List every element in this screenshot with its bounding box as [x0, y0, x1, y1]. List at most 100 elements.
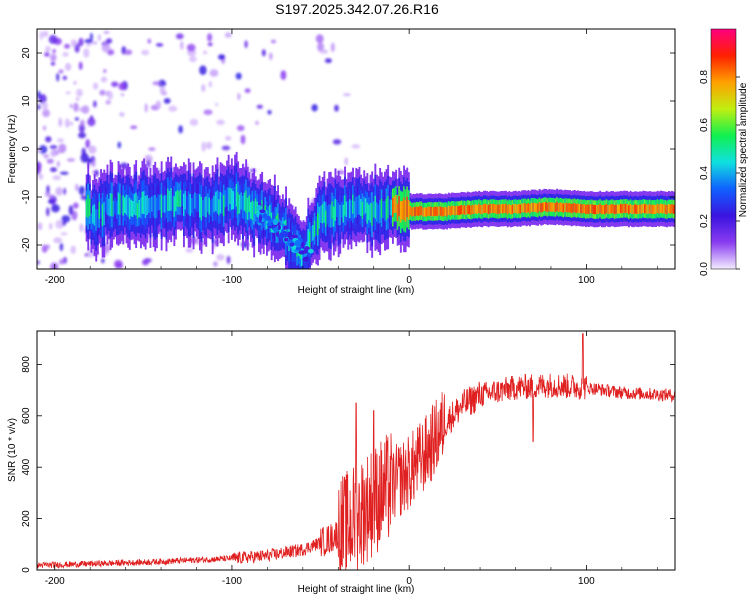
snr-y-tick-label: 600	[21, 407, 32, 424]
spectrogram-ridge-segment	[352, 194, 354, 214]
spectrogram-ridge-segment	[325, 210, 327, 228]
spectrogram-noise-blob	[216, 119, 225, 126]
spectrogram-ridge-segment	[565, 203, 568, 213]
spectrogram-noise-blob	[317, 42, 324, 52]
spectrogram-ridge-layer	[85, 151, 675, 269]
spectrogram-ridge-segment	[205, 196, 208, 218]
spectrogram-noise-blob	[100, 76, 108, 83]
spectrogram-noise-blob	[261, 49, 266, 57]
snr-x-tick-label: 100	[578, 576, 595, 587]
spectrogram-streak-blob	[303, 250, 308, 254]
spectrogram-ridge-segment	[162, 195, 165, 213]
spectrogram-ridge-segment	[577, 203, 579, 213]
spectrogram-ridge-segment	[561, 202, 563, 212]
spectrogram-noise-blob	[311, 104, 318, 112]
spectrogram-ridge-segment	[368, 204, 370, 221]
spectrogram-ridge-segment	[588, 204, 590, 214]
spectrogram-noise-blob	[58, 69, 64, 74]
spectrogram-ridge-segment	[395, 195, 398, 213]
spectrogram-noise-blob	[214, 102, 219, 107]
spectrogram-ridge-segment	[594, 205, 597, 215]
spectrogram-ridge-segment	[377, 204, 380, 224]
spectrogram-ridge-segment	[87, 194, 90, 218]
spectrogram-ridge-segment	[628, 205, 630, 215]
spectrogram-noise-blob	[268, 52, 273, 61]
spectrogram-ridge-segment	[465, 205, 468, 215]
spectrogram-noise-blob	[50, 61, 56, 66]
spectrogram-noise-blob	[68, 205, 74, 216]
spectrogram-noise-blob	[168, 105, 178, 112]
spectrogram-ridge-segment	[529, 204, 531, 214]
spectrogram-ridge-segment	[572, 203, 575, 213]
spectrogram-noise-blob	[144, 103, 148, 113]
spectrogram-ridge-segment	[313, 220, 316, 237]
spectrogram-noise-blob	[152, 81, 161, 86]
spectrogram-ridge-segment	[557, 202, 560, 213]
spectrogram-noise-blob	[280, 70, 287, 80]
spectrogram-noise-blob	[66, 158, 76, 162]
spectrogram-noise-blob	[73, 80, 77, 85]
spectrogram-ridge-segment	[403, 197, 405, 221]
spectrogram-ridge-segment	[438, 206, 441, 216]
spectrogram-ridge-segment	[548, 202, 551, 212]
spectrogram-ridge-segment	[585, 204, 587, 215]
spectrogram-ridge-segment	[95, 209, 98, 231]
spectrogram-ridge-segment	[411, 207, 413, 217]
spectrogram-ridge-segment	[103, 202, 106, 225]
spectrogram-noise-blob	[213, 261, 218, 267]
spectrogram-streak-blob	[281, 231, 288, 238]
spectrogram-noise-blob	[64, 43, 70, 49]
spectrogram-ridge-segment	[226, 187, 228, 207]
spectrogram-noise-blob	[50, 262, 59, 269]
spectrogram-noise-blob	[63, 187, 67, 195]
spectrogram-ridge-segment	[484, 203, 487, 213]
spectrogram-y-axis-title: Frequency (Hz)	[7, 115, 18, 184]
spectrogram-noise-blob	[78, 185, 86, 196]
spectrogram-ridge-segment	[135, 192, 138, 216]
spectrogram-noise-blob	[73, 102, 79, 113]
spectrogram-noise-blob	[60, 232, 68, 236]
spectrogram-noise-blob	[78, 37, 84, 47]
spectrogram-ridge-segment	[466, 204, 469, 214]
spectrogram-ridge-segment	[321, 204, 324, 224]
spectrogram-ridge-segment	[152, 195, 155, 217]
spectrogram-noise-blob	[52, 175, 62, 181]
spectrogram-ridge-segment	[323, 201, 326, 223]
spectrogram-streak-blob	[291, 234, 298, 240]
spectrogram-ridge-segment	[396, 203, 399, 221]
spectrogram-ridge-segment	[146, 195, 149, 215]
spectrogram-noise-blob	[216, 254, 225, 261]
spectrogram-noise-blob	[237, 93, 241, 101]
spectrogram-noise-blob	[73, 202, 79, 209]
spectrogram-ridge-segment	[422, 207, 425, 217]
spectrogram-noise-blob	[218, 54, 225, 60]
spectrogram-ridge-segment	[390, 199, 393, 216]
spectrogram-noise-blob	[37, 104, 41, 110]
spectrogram-streak-blob	[263, 213, 267, 217]
spectrogram-ridge-segment	[342, 204, 345, 223]
spectrogram-ridge-segment	[401, 200, 404, 220]
spectrogram-ridge-segment	[318, 206, 321, 229]
colorbar-tick-label: 0.2	[699, 214, 710, 228]
spectrogram-x-axis-title: Height of straight line (km)	[298, 285, 415, 296]
spectrogram-noise-blob	[45, 244, 50, 250]
spectrogram-ridge-segment	[348, 199, 351, 218]
spectrogram-ridge-segment	[540, 203, 543, 213]
spectrogram-ridge-segment	[340, 201, 343, 218]
spectrogram-noise-blob	[85, 139, 90, 149]
spectrogram-streak-blob	[308, 248, 314, 254]
spectrogram-noise-blob	[62, 52, 69, 57]
spectrogram-noise-blob	[203, 50, 208, 55]
spectrogram-ridge-segment	[199, 194, 201, 218]
spectrogram-ridge-segment	[605, 203, 608, 214]
spectrogram-ridge-segment	[380, 198, 383, 218]
spectrogram-noise-blob	[64, 62, 72, 71]
spectrogram-ridge-segment	[661, 204, 664, 214]
spectrogram-ridge-segment	[430, 206, 433, 216]
spectrogram-ridge-segment	[463, 205, 466, 215]
spectrogram-ridge-segment	[98, 201, 101, 219]
spectrogram-ridge-segment	[210, 200, 212, 217]
spectrogram-ridge-segment	[474, 204, 477, 214]
spectrogram-ridge-segment	[337, 202, 340, 226]
spectrogram-ridge-segment	[634, 204, 637, 214]
